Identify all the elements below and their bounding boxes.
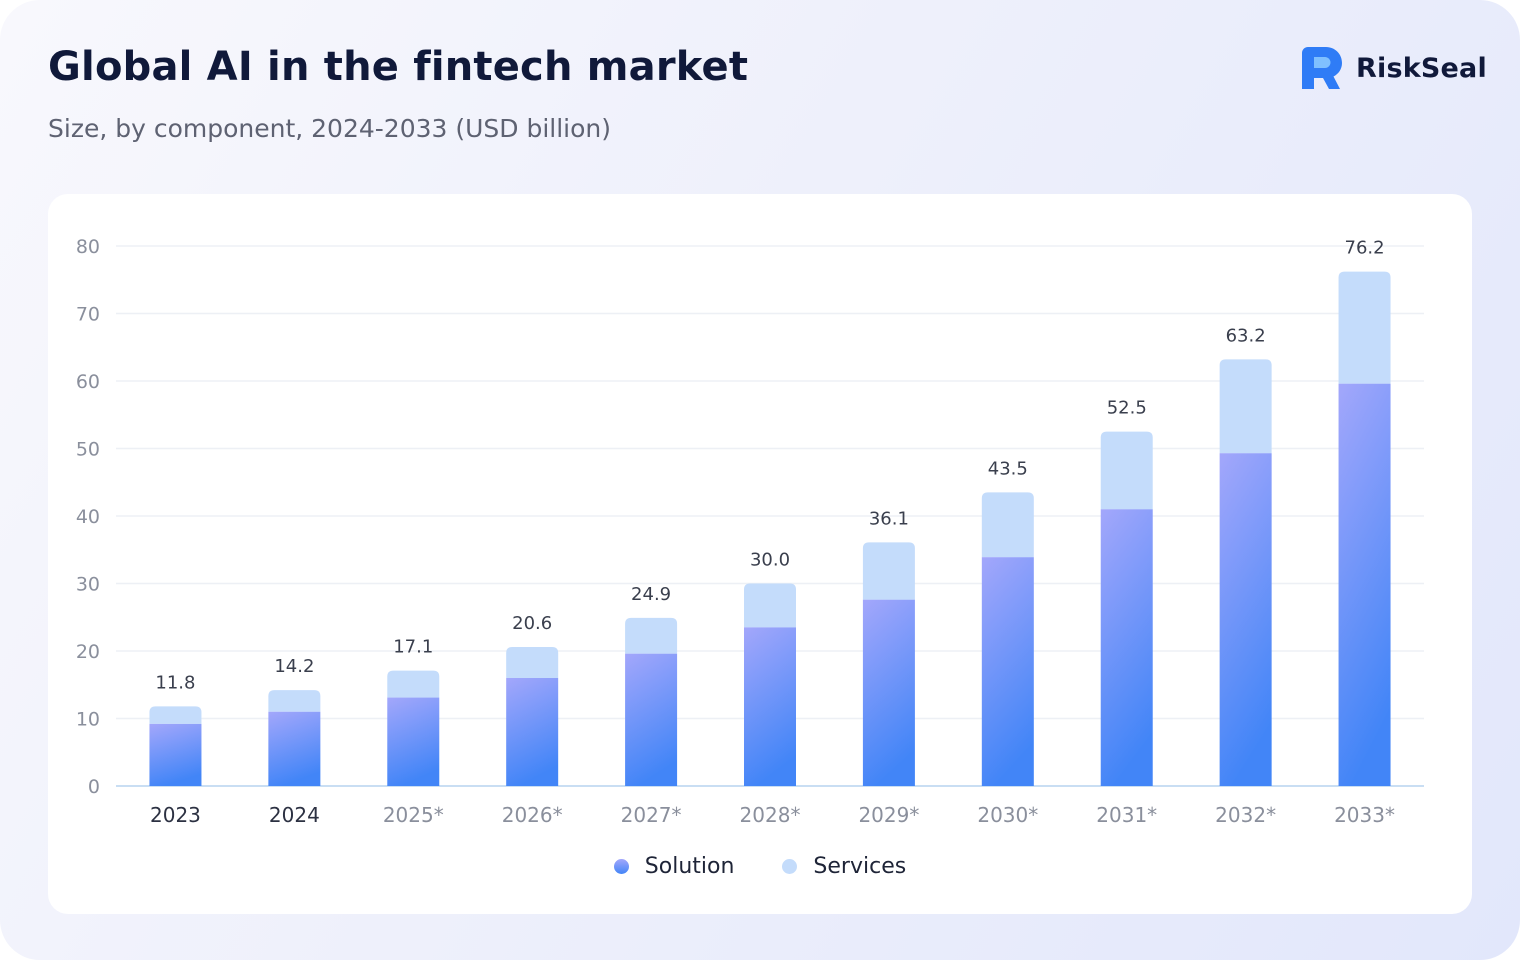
bar-services (268, 690, 321, 712)
bar-solution (744, 627, 796, 786)
bar-solution (1338, 383, 1391, 786)
y-tick-label: 80 (76, 236, 100, 258)
bar-solution (862, 599, 915, 786)
bar-services (387, 670, 440, 698)
bar-solution (1219, 453, 1272, 786)
bar-total-label: 20.6 (512, 613, 552, 634)
bar-services (149, 706, 202, 724)
bar-total-label: 11.8 (155, 672, 195, 693)
chart-subtitle: Size, by component, 2024-2033 (USD billi… (48, 114, 612, 143)
y-tick-label: 40 (76, 506, 100, 528)
legend: Solution Services (48, 854, 1472, 879)
bar-chart: 0 10 20 30 40 50 60 70 80 11.8 2023 14.2 2024 17.1 202… (76, 236, 1424, 827)
x-tick-label: 2030* (977, 803, 1038, 827)
bar-total-label: 24.9 (631, 584, 671, 605)
legend-item-services: Services (782, 854, 906, 879)
legend-swatch-solution (613, 859, 629, 874)
bar-services (625, 617, 678, 654)
bar-total-label: 43.5 (988, 458, 1028, 479)
bar-solution (268, 711, 321, 786)
x-tick-label: 2023 (150, 803, 201, 827)
bar-total-label: 76.2 (1345, 238, 1385, 259)
legend-label-solution: Solution (644, 854, 735, 879)
x-tick-label: 2027* (621, 803, 682, 827)
x-tick-label: 2026* (502, 803, 563, 827)
y-tick-label: 10 (76, 709, 100, 731)
riskseal-logo-icon (1302, 47, 1342, 89)
y-tick-label: 60 (76, 371, 100, 393)
bar-services (506, 646, 559, 678)
bar-solution (506, 678, 559, 786)
y-tick-label: 20 (76, 641, 100, 663)
x-tick-label: 2025* (383, 803, 444, 827)
bar-services (744, 583, 796, 628)
brand-name: RiskSeal (1356, 52, 1487, 84)
bar-services (981, 492, 1034, 558)
bar-services (862, 542, 915, 600)
x-tick-label: 2033* (1334, 803, 1395, 827)
bar-total-label: 14.2 (274, 656, 314, 677)
x-tick-label: 2029* (858, 803, 919, 827)
y-tick-label: 70 (76, 304, 100, 326)
bar-total-label: 30.0 (750, 550, 790, 571)
y-tick-label: 30 (76, 574, 100, 596)
bar-services (1219, 359, 1272, 454)
bar-total-label: 52.5 (1107, 398, 1147, 419)
x-tick-label: 2031* (1096, 803, 1157, 827)
legend-item-solution: Solution (613, 854, 735, 879)
bar-total-label: 63.2 (1226, 325, 1266, 346)
legend-label-services: Services (813, 854, 907, 879)
bar-solution (1100, 509, 1153, 786)
x-tick-label: 2024 (269, 803, 320, 827)
y-tick-label: 0 (88, 776, 100, 798)
x-tick-label: 2028* (740, 803, 801, 827)
bar-solution (625, 653, 678, 786)
bar-total-label: 36.1 (869, 508, 909, 529)
bar-solution (387, 697, 440, 786)
bar-services (1338, 271, 1391, 384)
bar-services (1100, 431, 1153, 510)
x-tick-label: 2032* (1215, 803, 1276, 827)
bar-solution (981, 557, 1034, 786)
brand: RiskSeal (1302, 47, 1487, 89)
bar-solution (149, 723, 202, 786)
legend-swatch-services (782, 859, 798, 874)
chart-card: 0 10 20 30 40 50 60 70 80 11.8 2023 14.2 2024 17.1 202… (48, 194, 1472, 914)
y-tick-label: 50 (76, 439, 100, 461)
chart-title: Global AI in the fintech market (48, 44, 749, 90)
bar-total-label: 17.1 (393, 637, 433, 658)
